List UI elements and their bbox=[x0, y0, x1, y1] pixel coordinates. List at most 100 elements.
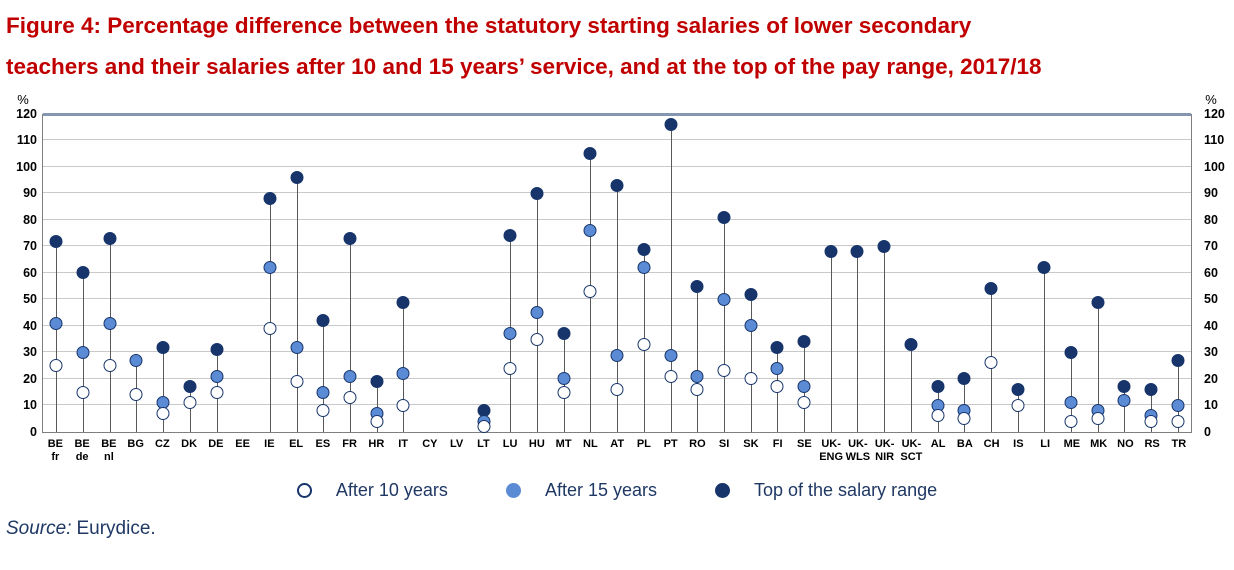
dot-after-15-years-SE bbox=[797, 380, 811, 394]
dot-top-of-the-salary-range-NO bbox=[1117, 380, 1131, 394]
x-label-line1-UK--WLS: UK- bbox=[848, 437, 868, 450]
dot-after-10-years-HU bbox=[530, 332, 544, 346]
gridline-70 bbox=[43, 245, 1191, 247]
dot-top-of-the-salary-range-IE bbox=[263, 192, 277, 206]
x-label-line1-PT: PT bbox=[663, 437, 678, 450]
x-label-line1-UK--ENG: UK- bbox=[821, 437, 841, 450]
y-tick-90: 90 bbox=[23, 186, 37, 201]
y-tick-110: 110 bbox=[16, 133, 37, 148]
dot-after-15-years-LU bbox=[503, 327, 517, 341]
x-label-line2-UK--NIR: NIR bbox=[875, 450, 895, 463]
dot-after-10-years-MK bbox=[1091, 412, 1105, 426]
x-label-line1-ME: ME bbox=[1063, 437, 1081, 450]
dot-after-15-years-BE-fr bbox=[49, 316, 63, 330]
dot-top-of-the-salary-range-IS bbox=[1011, 382, 1025, 396]
y-tick-10: 10 bbox=[23, 398, 37, 413]
dot-after-15-years-PL bbox=[637, 261, 651, 275]
dot-after-10-years-PL bbox=[637, 337, 651, 351]
stem-NO bbox=[1124, 386, 1126, 432]
dot-after-10-years-ES bbox=[316, 404, 330, 418]
chart-column-NL bbox=[577, 114, 604, 432]
x-label-UK--ENG: UK- ENG bbox=[818, 438, 845, 464]
dot-top-of-the-salary-range-BA bbox=[957, 372, 971, 386]
x-label-line1-SI: SI bbox=[718, 437, 730, 450]
dot-after-15-years-MT bbox=[557, 372, 571, 386]
chart-column-IE bbox=[257, 114, 284, 432]
y-tick-70: 70 bbox=[1204, 239, 1218, 254]
plot-area bbox=[42, 112, 1192, 434]
x-label-line1-CH: CH bbox=[983, 437, 1000, 450]
stem-IT bbox=[403, 302, 405, 432]
dot-after-10-years-BG bbox=[129, 388, 143, 402]
dot-top-of-the-salary-range-BE-fr bbox=[49, 234, 63, 248]
dot-after-10-years-IE bbox=[263, 322, 277, 336]
stem-MK bbox=[1097, 302, 1099, 432]
x-label-line1-UK--SCT: UK- bbox=[901, 437, 922, 450]
y-axis-right: % 0 10 20 30 40 50 60 70 80 90 100 110 120 bbox=[1192, 92, 1230, 439]
chart-column-AT bbox=[604, 114, 631, 432]
x-label-HU: HU bbox=[524, 438, 551, 464]
legend: After 10 years After 15 years Top of the s… bbox=[4, 480, 1230, 501]
dot-top-of-the-salary-range-FR bbox=[343, 231, 357, 245]
x-label-PL: PL bbox=[631, 438, 658, 464]
source-text: Eurydice. bbox=[76, 517, 156, 539]
x-label-LI: LI bbox=[1032, 438, 1059, 464]
x-label-LT: LT bbox=[470, 438, 497, 464]
stem-ME bbox=[1071, 352, 1073, 432]
x-label-line1-UK--NIR: UK- bbox=[874, 437, 895, 450]
y-tick-60: 60 bbox=[1204, 265, 1218, 280]
x-label-line1-BE-de: BE bbox=[74, 437, 90, 450]
source-label: Source: bbox=[6, 517, 72, 539]
gridline-10 bbox=[43, 404, 1191, 406]
chart-column-SK bbox=[737, 114, 764, 432]
x-label-UK--NIR: UK- NIR bbox=[871, 438, 898, 464]
gridline-20 bbox=[43, 377, 1191, 379]
stem-HR bbox=[376, 381, 378, 432]
x-label-DE: DE bbox=[203, 438, 230, 464]
dot-after-10-years-BE-nl bbox=[103, 359, 117, 373]
x-label-SE: SE bbox=[791, 438, 818, 464]
legend-marker-after-10-years-icon bbox=[296, 482, 312, 498]
chart-column-MK bbox=[1084, 114, 1111, 432]
dot-top-of-the-salary-range-HR bbox=[370, 375, 384, 389]
y-tick-70: 70 bbox=[23, 239, 37, 254]
dot-after-15-years-HU bbox=[530, 306, 544, 320]
stem-UK--SCT bbox=[910, 344, 912, 432]
dot-after-15-years-BG bbox=[129, 353, 143, 367]
y-axis-unit-left: % bbox=[17, 91, 29, 107]
x-label-AT: AT bbox=[604, 438, 631, 464]
legend-label-top-of-the-salary-range: Top of the salary range bbox=[754, 479, 938, 500]
dot-after-15-years-BE-de bbox=[76, 345, 90, 359]
x-label-RS: RS bbox=[1139, 438, 1166, 464]
chart-column-EE bbox=[230, 114, 257, 432]
x-label-line1-MT: MT bbox=[555, 437, 572, 450]
stem-EL bbox=[296, 177, 298, 432]
chart-column-BE-nl bbox=[96, 114, 123, 432]
stem-ES bbox=[323, 320, 325, 432]
y-tick-0: 0 bbox=[1204, 424, 1211, 439]
x-label-CY: CY bbox=[417, 438, 444, 464]
dot-after-10-years-TR bbox=[1171, 414, 1185, 428]
chart-column-CY bbox=[417, 114, 444, 432]
chart-column-EL bbox=[283, 114, 310, 432]
chart-column-IT bbox=[390, 114, 417, 432]
chart-column-LI bbox=[1031, 114, 1058, 432]
y-tick-10: 10 bbox=[1204, 398, 1218, 413]
dot-after-10-years-HR bbox=[370, 414, 384, 428]
chart-column-PL bbox=[630, 114, 657, 432]
dot-after-10-years-ME bbox=[1064, 414, 1078, 428]
dot-top-of-the-salary-range-TR bbox=[1171, 353, 1185, 367]
dot-top-of-the-salary-range-NL bbox=[583, 147, 597, 161]
stem-LI bbox=[1044, 267, 1046, 432]
y-axis-left: % 0 10 20 30 40 50 60 70 80 90 100 110 120 bbox=[4, 91, 42, 439]
stem-RO bbox=[697, 286, 699, 432]
y-tick-0: 0 bbox=[30, 424, 37, 439]
x-label-line1-LU: LU bbox=[502, 437, 518, 450]
x-label-line1-SK: SK bbox=[743, 437, 759, 450]
x-label-NL: NL bbox=[577, 438, 604, 464]
chart: % 0 10 20 30 40 50 60 70 80 90 100 110 120 BE fr BE de B… bbox=[4, 91, 1230, 464]
x-label-EE: EE bbox=[229, 438, 256, 464]
x-label-RO: RO bbox=[684, 438, 711, 464]
source-note: Source: Eurydice. bbox=[6, 518, 1230, 540]
